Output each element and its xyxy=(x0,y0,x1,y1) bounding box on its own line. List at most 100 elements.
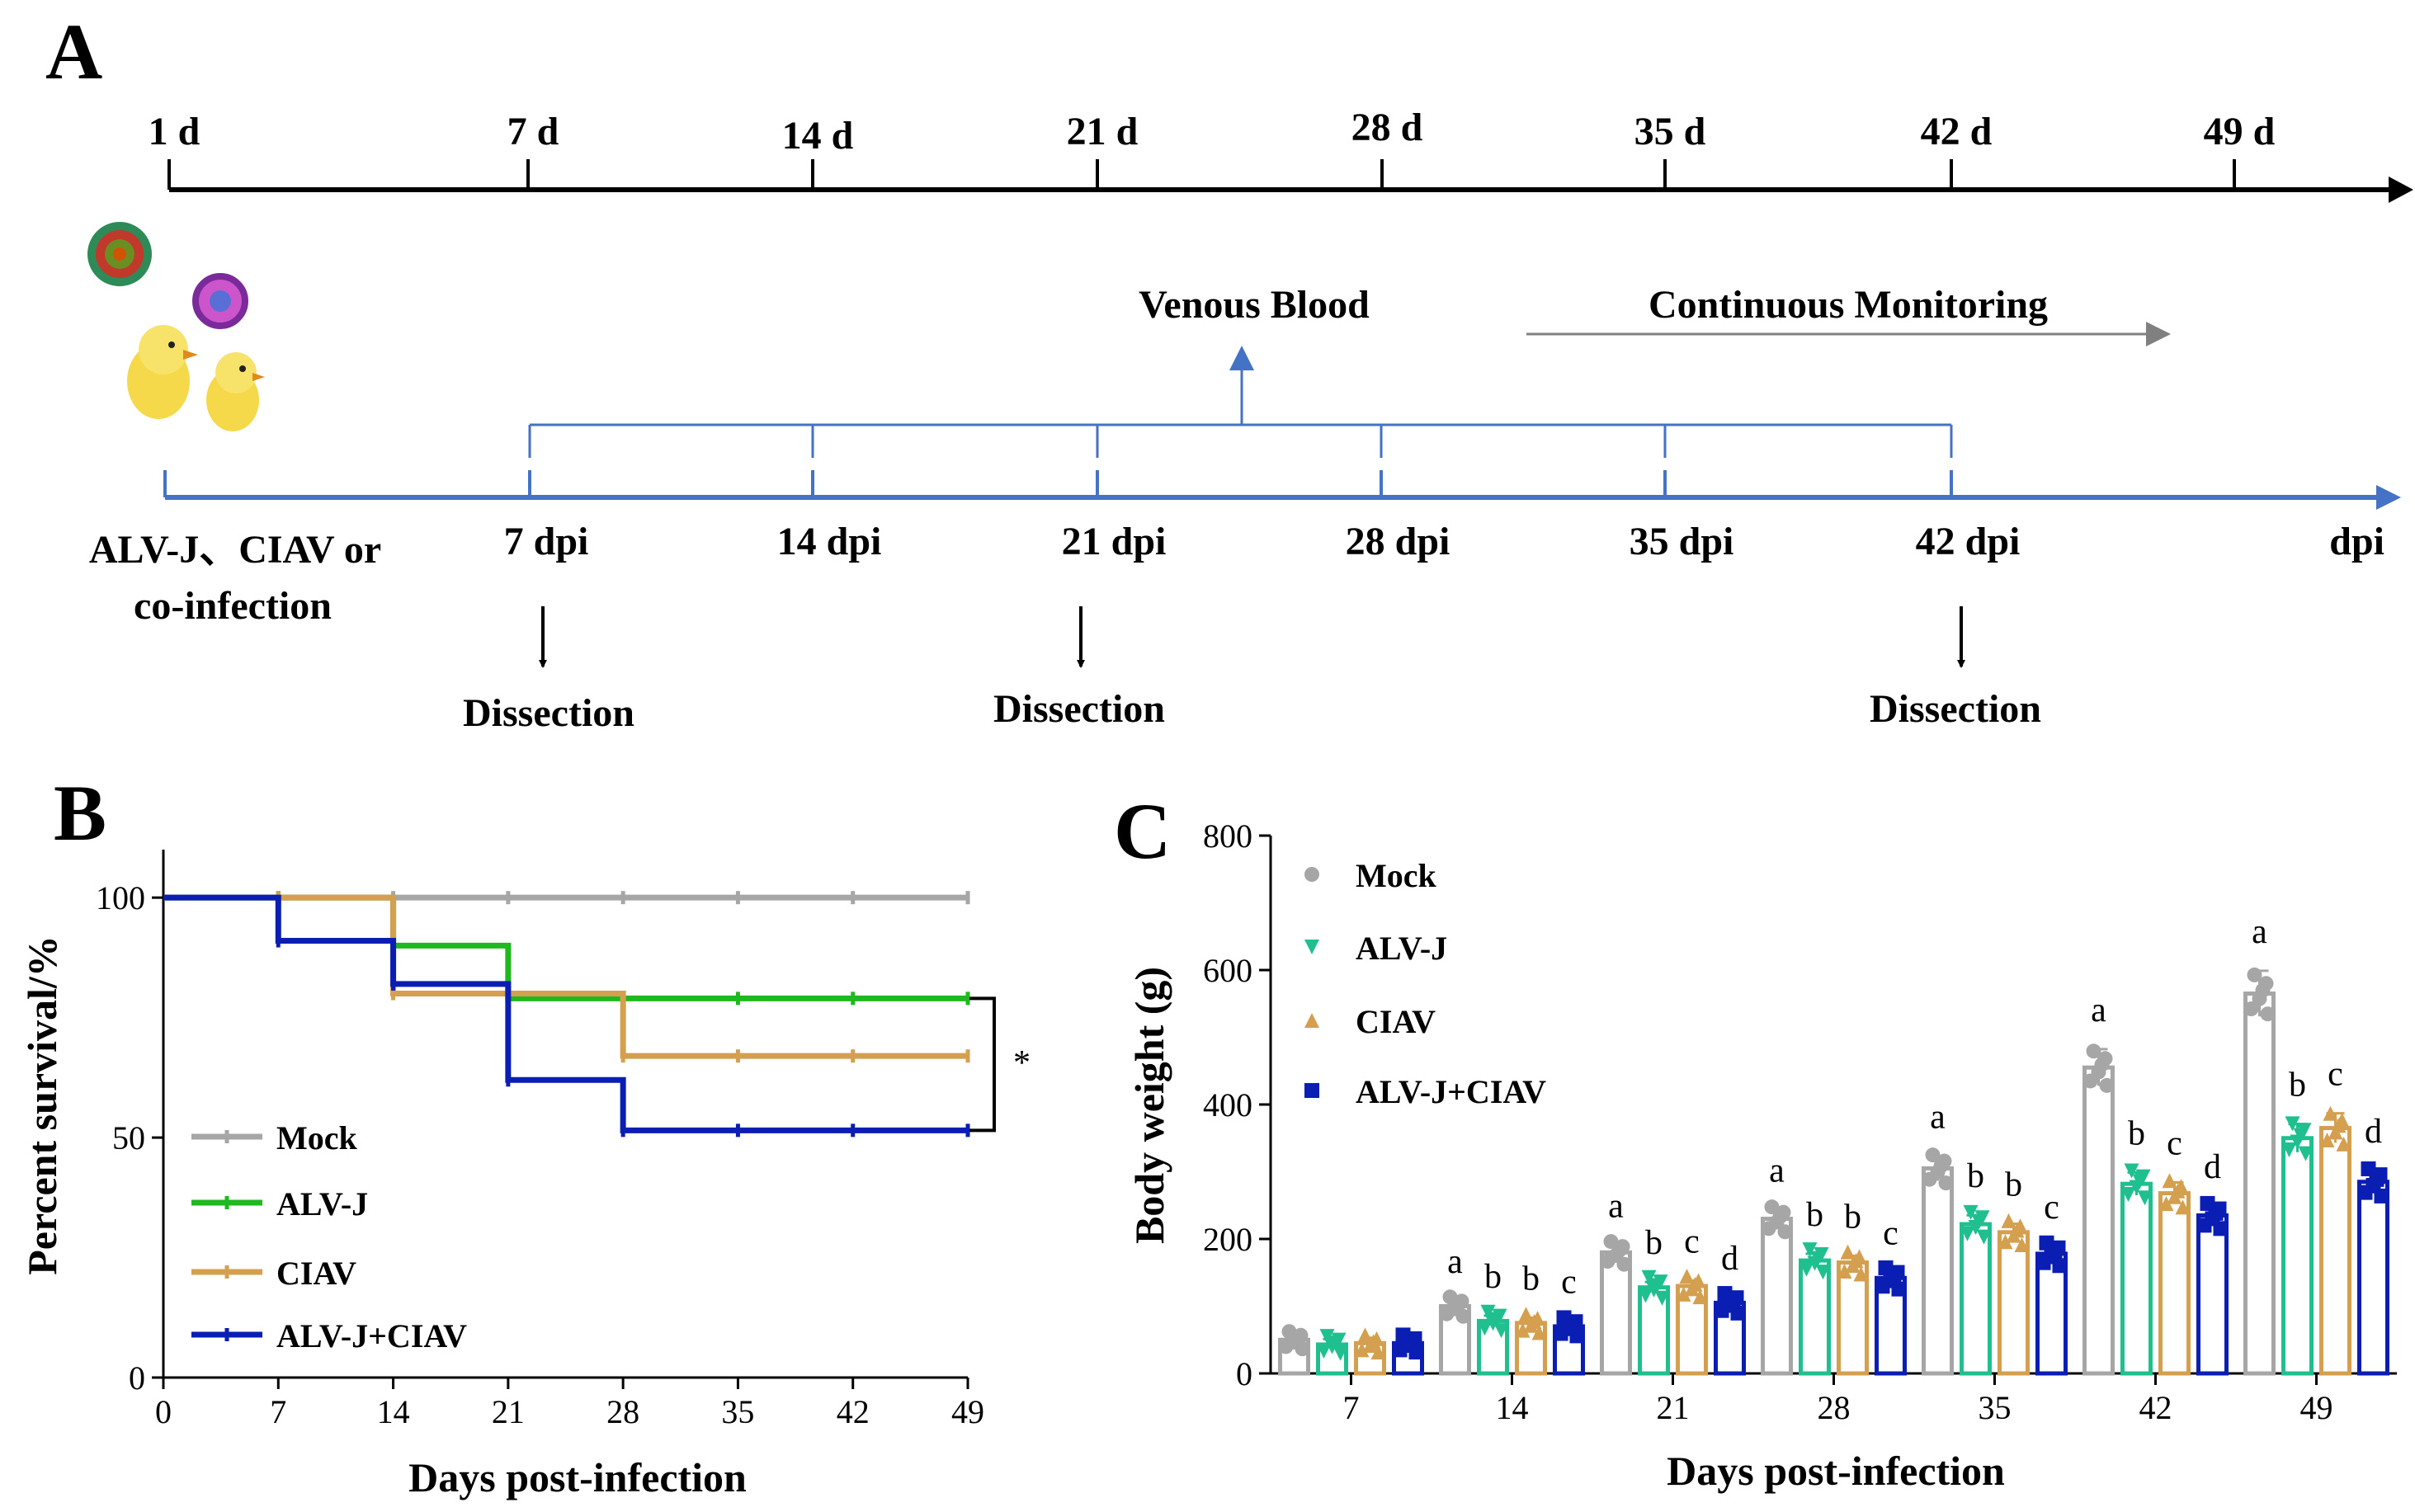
top-tick-label-1: 7 d xyxy=(507,110,559,153)
weight-point-ALV-J-28-0 xyxy=(1799,1261,1814,1277)
weight-point-CIAV-7-3 xyxy=(1357,1327,1373,1343)
weight-point-Mock-35-3 xyxy=(1925,1147,1941,1163)
top-tick-label-7: 49 d xyxy=(2204,110,2276,153)
continuous-monitoring-label: Continuous Monitoring xyxy=(1649,283,2048,327)
weight-point-ALV-J+CIAV-35-4 xyxy=(2052,1258,2068,1274)
weight-letter-Mock-49: a xyxy=(2252,913,2267,951)
survival-ytick-label-0: 0 xyxy=(129,1359,145,1397)
weight-point-Mock-49-5 xyxy=(2255,982,2271,998)
top-timeline-ticks: 1 d 7 d 14 d 21 d 28 d 35 d 42 d 49 d xyxy=(149,106,2276,190)
weight-ytick-label-3: 600 xyxy=(1203,952,1252,989)
weight-point-ALV-J-35-0 xyxy=(1960,1226,1975,1241)
chick-illustration xyxy=(127,325,265,431)
weight-point-Mock-49-4 xyxy=(2260,1006,2276,1022)
panel-a: A 1 d 7 d 14 d 21 d 28 d 35 d 42 d 49 d xyxy=(45,7,2413,735)
weight-point-CIAV-28-0 xyxy=(1837,1264,1852,1279)
weight-legend-marker-1 xyxy=(1304,940,1319,954)
weight-ytick-label-2: 400 xyxy=(1203,1086,1252,1123)
weight-point-Mock-42-4 xyxy=(2099,1077,2115,1093)
weight-point-Mock-14-4 xyxy=(1455,1308,1471,1324)
weight-letter-CIAV-28: b xyxy=(1844,1198,1861,1236)
weight-letter-ALV-J-35: b xyxy=(1967,1157,1984,1195)
weight-point-ALV-J-49-0 xyxy=(2281,1142,2297,1157)
weight-point-Mock-49-3 xyxy=(2247,967,2262,982)
weight-bar-Mock-35 xyxy=(1922,1166,1954,1376)
survival-legend-label-2: CIAV xyxy=(276,1255,356,1292)
dissection-label-21: Dissection xyxy=(993,687,1165,731)
top-tick-label-3: 21 d xyxy=(1067,110,1139,153)
weight-point-CIAV-42-3 xyxy=(2162,1173,2177,1189)
survival-legend: Mock ALV-J CIAV ALV-J+CIAV xyxy=(191,1119,467,1354)
weight-point-ALV-J+CIAV-28-5 xyxy=(1886,1269,1902,1284)
survival-line-CIAV xyxy=(163,894,968,1059)
weight-point-Mock-49-0 xyxy=(2243,1001,2259,1017)
weight-letter-CIAV-35: b xyxy=(2005,1166,2022,1204)
weight-legend-marker-2 xyxy=(1304,1013,1319,1028)
weight-bar-ALV-J-35 xyxy=(1960,1222,1992,1376)
survival-xtick-label-3: 21 xyxy=(492,1393,525,1430)
weight-point-CIAV-42-5 xyxy=(2170,1183,2186,1199)
weight-point-ALV-J+CIAV-35-5 xyxy=(2047,1244,2063,1260)
weight-point-ALV-J-49-3 xyxy=(2285,1116,2300,1132)
weight-point-CIAV-14-3 xyxy=(1518,1307,1534,1322)
weight-letter-ALV-J-28: b xyxy=(1806,1196,1823,1234)
weight-point-ALV-J-14-0 xyxy=(1477,1321,1493,1336)
weight-point-CIAV-42-4 xyxy=(2175,1199,2191,1215)
dpi-end-label: dpi xyxy=(2329,520,2384,563)
weight-point-Mock-28-5 xyxy=(1772,1208,1788,1224)
weight-point-CIAV-49-5 xyxy=(2331,1118,2347,1133)
infection-label-line1: ALV-J、CIAV or xyxy=(89,528,381,572)
weight-bar-ALV-J-42 xyxy=(2120,1181,2153,1376)
weight-bar-CIAV-42 xyxy=(2158,1191,2191,1376)
weight-point-CIAV-21-4 xyxy=(1692,1289,1708,1305)
survival-legend-label-3: ALV-J+CIAV xyxy=(276,1317,467,1354)
weight-point-CIAV-28-4 xyxy=(1853,1266,1869,1282)
weight-letter-Mock-28: a xyxy=(1769,1152,1785,1189)
weight-point-Mock-21-4 xyxy=(1616,1256,1632,1272)
weight-letter-ALV-J-42: b xyxy=(2128,1114,2145,1152)
weight-letter-CIAV-42: c xyxy=(2167,1124,2182,1162)
weight-point-ALV-J-42-3 xyxy=(2124,1163,2139,1179)
dpi-timeline-arrowhead xyxy=(2376,485,2401,510)
weight-point-CIAV-21-5 xyxy=(1687,1276,1703,1292)
weight-bar-ALV-J-49 xyxy=(2281,1136,2314,1376)
weight-point-ALV-J-14-4 xyxy=(1493,1323,1509,1339)
weight-point-ALV-J-35-3 xyxy=(1963,1204,1979,1220)
weight-bar-ALV-J+CIAV-49 xyxy=(2357,1180,2389,1376)
weight-point-ALV-J+CIAV-21-5 xyxy=(1725,1293,1741,1309)
weight-point-CIAV-28-5 xyxy=(1848,1253,1864,1269)
weight-point-ALV-J-21-3 xyxy=(1641,1269,1657,1285)
dissection-arrows xyxy=(539,606,1965,668)
weight-point-ALV-J+CIAV-14-5 xyxy=(1564,1317,1580,1333)
weight-point-ALV-J-49-5 xyxy=(2293,1128,2309,1143)
venous-blood-bracket xyxy=(528,346,1953,458)
weight-point-CIAV-49-4 xyxy=(2336,1136,2351,1152)
weight-bar-CIAV-49 xyxy=(2319,1126,2351,1376)
survival-y-title: Percent survival/% xyxy=(19,935,65,1275)
top-tick-label-2: 14 d xyxy=(782,114,854,158)
weight-point-CIAV-49-0 xyxy=(2319,1133,2335,1148)
weight-letter-ALV-J-21: b xyxy=(1645,1224,1663,1262)
weight-point-Mock-21-5 xyxy=(1611,1242,1627,1258)
weight-point-CIAV-49-3 xyxy=(2323,1105,2338,1121)
weight-point-Mock-42-3 xyxy=(2086,1043,2101,1059)
weight-point-ALV-J-21-5 xyxy=(1649,1278,1665,1293)
weight-xtick-label-3: 28 xyxy=(1818,1389,1851,1426)
survival-xtick-label-1: 7 xyxy=(270,1393,286,1430)
weight-point-ALV-J+CIAV-49-4 xyxy=(2374,1188,2389,1203)
weight-point-CIAV-35-0 xyxy=(1998,1234,2013,1250)
survival-ytick-label-2: 100 xyxy=(96,879,145,916)
weight-point-ALV-J+CIAV-42-4 xyxy=(2213,1221,2229,1236)
weight-point-CIAV-14-0 xyxy=(1515,1322,1531,1338)
weight-point-CIAV-7-5 xyxy=(1366,1334,1381,1349)
weight-point-ALV-J-14-5 xyxy=(1488,1312,1504,1327)
dissection-label-42: Dissection xyxy=(1870,687,2041,731)
weight-point-Mock-14-5 xyxy=(1450,1297,1466,1312)
survival-xtick-label-5: 35 xyxy=(721,1393,754,1430)
weight-legend-label-1: ALV-J xyxy=(1356,930,1447,967)
weight-point-ALV-J-49-4 xyxy=(2298,1146,2314,1161)
weight-point-ALV-J-7-4 xyxy=(1332,1345,1348,1361)
survival-legend-label-1: ALV-J xyxy=(276,1185,368,1222)
weight-legend-marker-3 xyxy=(1304,1083,1319,1098)
